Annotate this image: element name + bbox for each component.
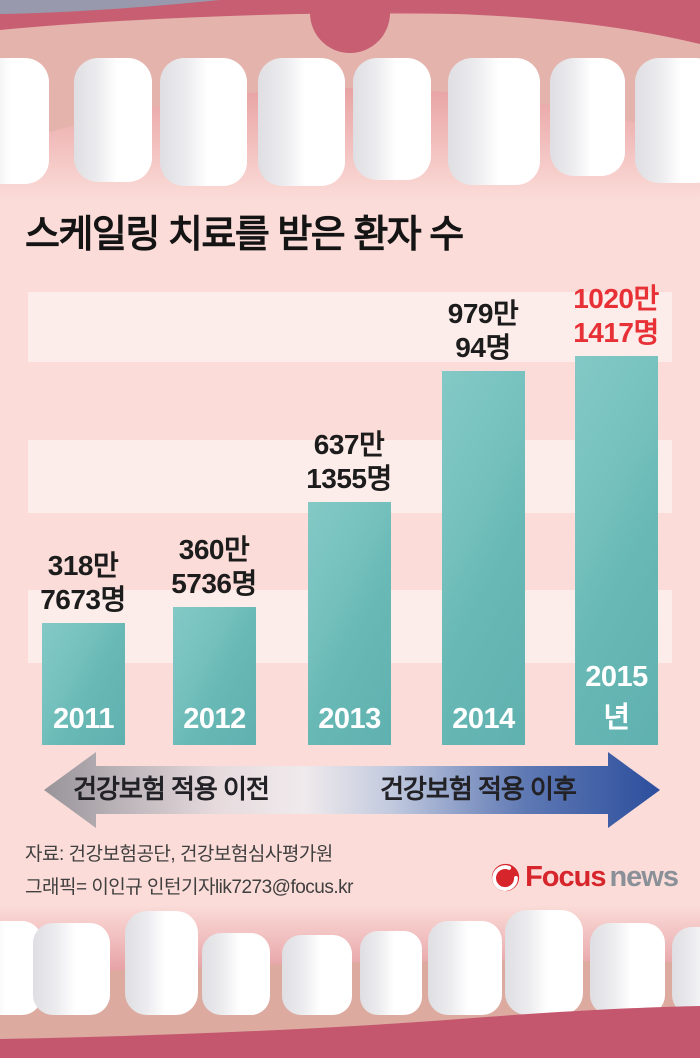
bar-2013: 2013	[308, 502, 391, 745]
upper-gum	[0, 14, 700, 148]
gridline-band	[28, 440, 672, 513]
upper-lip-band	[0, 0, 700, 44]
value-label-2015: 1020만 1417명	[573, 283, 659, 348]
page-title: 스케일링 치료를 받은 환자 수	[25, 214, 464, 256]
x-axis-label: 2013	[318, 703, 381, 735]
value-label-2014: 979만 94명	[447, 298, 519, 363]
arrow-label-after: 건강보험 적용 이후	[380, 774, 577, 804]
upper-teeth-illustration	[0, 0, 700, 200]
bar-2011: 2011	[42, 623, 125, 745]
focusnews-logo: Focus news	[490, 860, 679, 893]
x-axis-label: 2014	[452, 703, 515, 735]
x-axis-label: 2015년	[585, 661, 648, 734]
value-label-2011: 318만 7673명	[40, 550, 126, 615]
bar-2015: 2015년	[575, 356, 658, 745]
lower-teeth-row	[0, 910, 700, 1015]
logo-suffix-text: news	[609, 860, 679, 893]
logo-brand-text: Focus	[525, 860, 606, 893]
source-credit: 자료: 건강보험공단, 건강보험심사평가원 그래픽= 이인규 인턴기자lik72…	[25, 838, 353, 904]
x-axis-label: 2011	[53, 703, 114, 735]
gridline-band	[28, 292, 672, 362]
double-arrow-shape	[44, 752, 660, 828]
lip-highlight	[0, 0, 220, 14]
frenulum-notch	[310, 0, 390, 53]
focusnews-swirl-icon	[491, 863, 520, 891]
arrow-label-before: 건강보험 적용 이전	[73, 774, 270, 804]
lower-lip-band	[0, 1006, 700, 1058]
credit-line: 그래픽= 이인규 인턴기자lik7273@focus.kr	[25, 877, 353, 898]
source-line: 자료: 건강보험공단, 건강보험심사평가원	[25, 844, 333, 865]
timeline-arrow	[44, 752, 660, 828]
x-axis-label: 2012	[183, 703, 246, 735]
bar-2012: 2012	[173, 607, 256, 745]
value-label-2013: 637만 1355명	[306, 429, 392, 494]
upper-teeth-row	[0, 58, 700, 186]
value-label-2012: 360만 5736명	[171, 534, 257, 599]
bar-chart: 2011 2012 2013 2014 2015년 318만 7673명 360만…	[28, 283, 672, 745]
lower-teeth-illustration	[0, 905, 700, 1058]
bar-2014: 2014	[442, 371, 525, 745]
